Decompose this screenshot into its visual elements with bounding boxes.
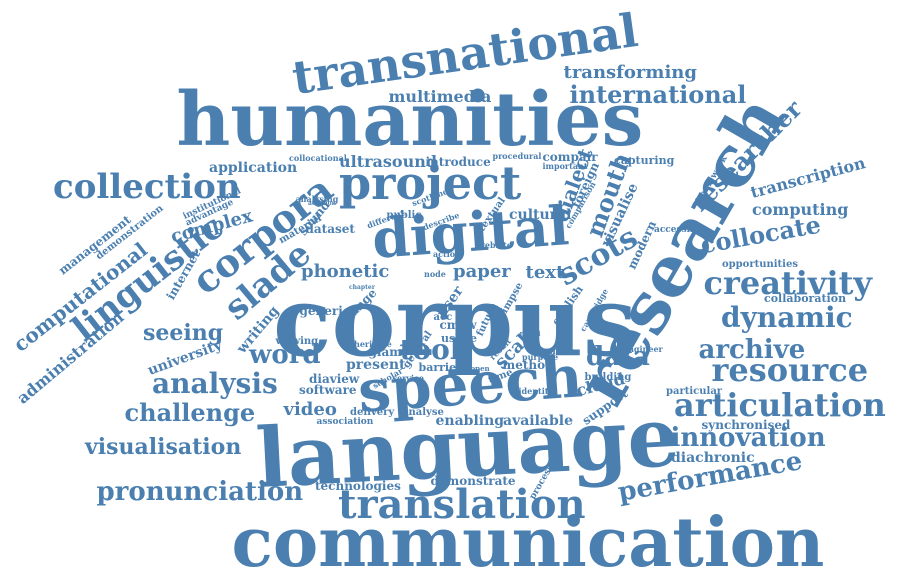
- cloud-word-analyse: analyse: [402, 407, 444, 418]
- cloud-word-paper: paper: [453, 261, 511, 282]
- cloud-word-glam: glam: [368, 345, 402, 359]
- cloud-word-ultrasound: ultrasound: [339, 152, 438, 171]
- cloud-word-resource: resource: [711, 351, 869, 389]
- cloud-word-dynamic: dynamic: [721, 301, 853, 334]
- cloud-word-domain: domain: [537, 346, 575, 357]
- cloud-word-text: text: [525, 262, 565, 283]
- cloud-word-particular: particular: [666, 386, 723, 397]
- cloud-word-purpose: purpose: [522, 352, 559, 362]
- cloud-word-method: method: [502, 358, 554, 372]
- cloud-word-challenge: challenge: [124, 398, 256, 427]
- cloud-word-international: international: [569, 80, 747, 109]
- cloud-word-public: public: [386, 210, 422, 221]
- cloud-word-chapter: chapter: [349, 284, 375, 291]
- cloud-word-data: data: [586, 342, 650, 372]
- cloud-word-acc: acc: [433, 312, 453, 323]
- cloud-word-articulation: articulation: [674, 386, 886, 424]
- cloud-word-analysis: analysis: [152, 367, 278, 400]
- cloud-word-identity: identity: [518, 386, 554, 396]
- cloud-word-collaboration: collaboration: [764, 291, 847, 305]
- cloud-word-opportunities: opportunities: [722, 259, 798, 270]
- cloud-word-synchronised: synchronised: [701, 418, 791, 432]
- cloud-word-word: word: [249, 340, 321, 370]
- cloud-word-demonstrate: demonstrate: [430, 474, 516, 488]
- cloud-word-software: software: [299, 383, 357, 397]
- cloud-word-multimedia: multimedia: [388, 87, 492, 106]
- cloud-word-viewing: viewing: [275, 336, 319, 347]
- cloud-word-capturing: capturing: [614, 153, 675, 167]
- cloud-word-communication: communication: [231, 503, 825, 571]
- cloud-word-dataset: dataset: [305, 222, 355, 236]
- cloud-word-creativity: creativity: [703, 264, 873, 302]
- cloud-word-node: node: [424, 269, 446, 279]
- cloud-word-archive: archive: [698, 335, 806, 365]
- cloud-word-enabling: enabling: [435, 413, 505, 429]
- cloud-word-cmsw: cmsw: [439, 318, 477, 332]
- cloud-word-generic: generic: [299, 304, 351, 318]
- cloud-word-translation: translation: [338, 481, 586, 528]
- cloud-word-association: association: [316, 416, 374, 427]
- cloud-word-collection: collection: [53, 167, 241, 207]
- cloud-word-tool: tool: [399, 333, 461, 366]
- cloud-word-innovation: innovation: [670, 423, 826, 453]
- cloud-word-transforming: transforming: [563, 62, 697, 83]
- cloud-word-compair: compair: [542, 150, 598, 164]
- cloud-word-diachronic: diachronic: [671, 450, 755, 466]
- cloud-word-available: available: [503, 413, 573, 429]
- cloud-word-cultural: cultural: [509, 207, 572, 223]
- cloud-word-project: project: [339, 156, 522, 210]
- cloud-word-pronunciation: pronunciation: [96, 477, 304, 507]
- cloud-word-important: important: [542, 161, 588, 171]
- cloud-word-seeing: seeing: [143, 320, 224, 346]
- cloud-word-diaview: diaview: [309, 372, 360, 386]
- cloud-word-introduce: introduce: [425, 155, 491, 169]
- cloud-word-website: website: [478, 240, 512, 250]
- cloud-word-technologies: technologies: [315, 479, 401, 493]
- cloud-word-visualisation: visualisation: [85, 434, 242, 460]
- cloud-word-usage: usage: [441, 331, 478, 345]
- cloud-word-corpus: corpus: [273, 265, 638, 378]
- cloud-word-collocational: collocational: [289, 153, 347, 163]
- cloud-word-action: action: [433, 249, 461, 259]
- cloud-word-heritage: heritage: [354, 339, 392, 349]
- cloud-word-accessible: accessible: [654, 224, 706, 235]
- cloud-word-multi: multi: [519, 328, 541, 338]
- cloud-word-video: video: [283, 399, 337, 420]
- cloud-word-analysing: analysing: [295, 194, 339, 204]
- cloud-word-delivery: delivery: [350, 407, 395, 418]
- cloud-word-service: service: [392, 373, 424, 383]
- cloud-word-humanities: humanities: [176, 77, 644, 163]
- cloud-word-open: open: [470, 363, 490, 373]
- cloud-word-engineer: engineer: [623, 344, 663, 354]
- cloud-word-procedural: procedural: [492, 151, 542, 161]
- cloud-word-computing: computing: [752, 200, 849, 219]
- cloud-word-application: application: [209, 160, 298, 176]
- cloud-word-building: building: [584, 372, 632, 383]
- cloud-word-addition: addition: [308, 200, 336, 207]
- cloud-word-phonetic: phonetic: [301, 261, 390, 282]
- cloud-word-present: present: [346, 357, 406, 373]
- cloud-word-barrier: barrier: [418, 360, 462, 374]
